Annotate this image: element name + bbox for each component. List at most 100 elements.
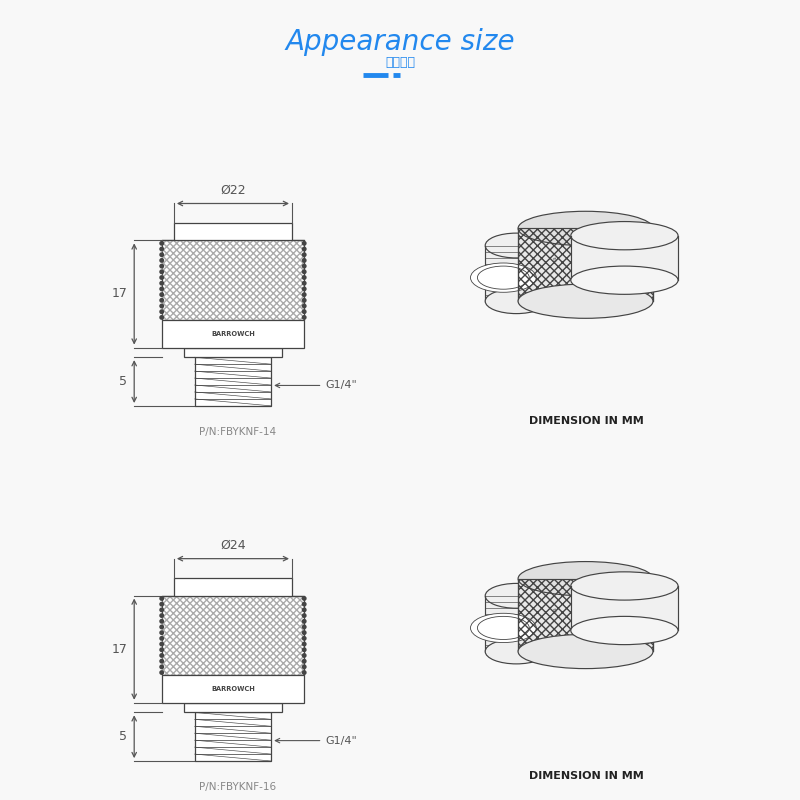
Circle shape [302,607,306,612]
Bar [162,675,304,702]
Circle shape [159,241,164,246]
Circle shape [302,246,306,251]
Circle shape [159,264,164,269]
Ellipse shape [518,562,653,596]
Circle shape [159,602,164,606]
Bar [184,347,282,358]
Circle shape [302,303,306,309]
Circle shape [302,286,306,291]
Circle shape [159,665,164,670]
Circle shape [159,315,164,320]
Text: G1/4": G1/4" [275,736,357,746]
Circle shape [159,642,164,646]
Circle shape [302,252,306,257]
Ellipse shape [491,272,515,283]
Circle shape [159,281,164,286]
Circle shape [159,619,164,624]
Text: B: B [553,258,558,263]
Circle shape [159,630,164,635]
Bar [162,320,304,347]
Bar [174,223,292,241]
Circle shape [159,246,164,251]
Circle shape [302,270,306,274]
Bar [518,578,653,651]
Text: 5: 5 [119,730,127,743]
Circle shape [302,602,306,606]
Bar [162,596,304,675]
Circle shape [159,310,164,314]
Bar [571,236,678,280]
Ellipse shape [486,289,547,314]
Bar [486,246,547,301]
Ellipse shape [571,222,678,250]
Bar [162,241,304,320]
Ellipse shape [478,616,530,639]
Ellipse shape [491,622,515,634]
Circle shape [302,670,306,675]
Text: 17: 17 [111,287,127,301]
Circle shape [159,670,164,675]
Circle shape [302,636,306,641]
Circle shape [159,653,164,658]
Circle shape [302,658,306,663]
Text: BARROWCH: BARROWCH [211,331,255,337]
Circle shape [159,275,164,280]
Circle shape [302,298,306,302]
Circle shape [159,658,164,663]
Circle shape [302,613,306,618]
Circle shape [302,310,306,314]
Bar [194,712,271,761]
Ellipse shape [484,269,522,286]
Ellipse shape [486,233,547,258]
Bar [184,702,282,712]
Bar [194,358,271,406]
Text: Ø22: Ø22 [220,184,246,197]
Text: G1/4": G1/4" [275,381,357,390]
Ellipse shape [518,211,653,246]
Bar [518,229,653,301]
Text: 5: 5 [119,375,127,388]
Circle shape [159,647,164,652]
Text: P/N:FBYKNF-16: P/N:FBYKNF-16 [199,782,277,793]
Ellipse shape [498,275,510,280]
Ellipse shape [571,266,678,294]
Circle shape [159,252,164,257]
Text: B: B [553,608,558,614]
Bar [162,596,304,675]
Ellipse shape [518,284,653,318]
Ellipse shape [498,626,510,630]
Circle shape [302,281,306,286]
Circle shape [159,303,164,309]
Bar [486,596,547,651]
Circle shape [159,625,164,630]
Circle shape [302,275,306,280]
Circle shape [159,292,164,297]
Bar [518,578,653,651]
Text: Appearance size: Appearance size [285,28,515,56]
Text: DIMENSION IN MM: DIMENSION IN MM [530,770,644,781]
Text: BARROWCH: BARROWCH [211,686,255,692]
Bar [571,586,678,630]
Ellipse shape [486,583,547,608]
Circle shape [159,607,164,612]
Ellipse shape [518,634,653,669]
Circle shape [159,596,164,601]
Text: 17: 17 [111,642,127,656]
Circle shape [302,665,306,670]
Text: Ø24: Ø24 [220,539,246,552]
Bar [162,241,304,320]
Circle shape [302,596,306,601]
Ellipse shape [478,266,530,289]
Circle shape [302,264,306,269]
Circle shape [159,613,164,618]
Circle shape [159,298,164,302]
Circle shape [302,647,306,652]
Bar [174,578,292,596]
Bar [518,229,653,301]
Circle shape [159,636,164,641]
Circle shape [302,292,306,297]
Text: P/N:FBYKNF-14: P/N:FBYKNF-14 [199,427,277,438]
Circle shape [159,270,164,274]
Circle shape [302,619,306,624]
Circle shape [302,630,306,635]
